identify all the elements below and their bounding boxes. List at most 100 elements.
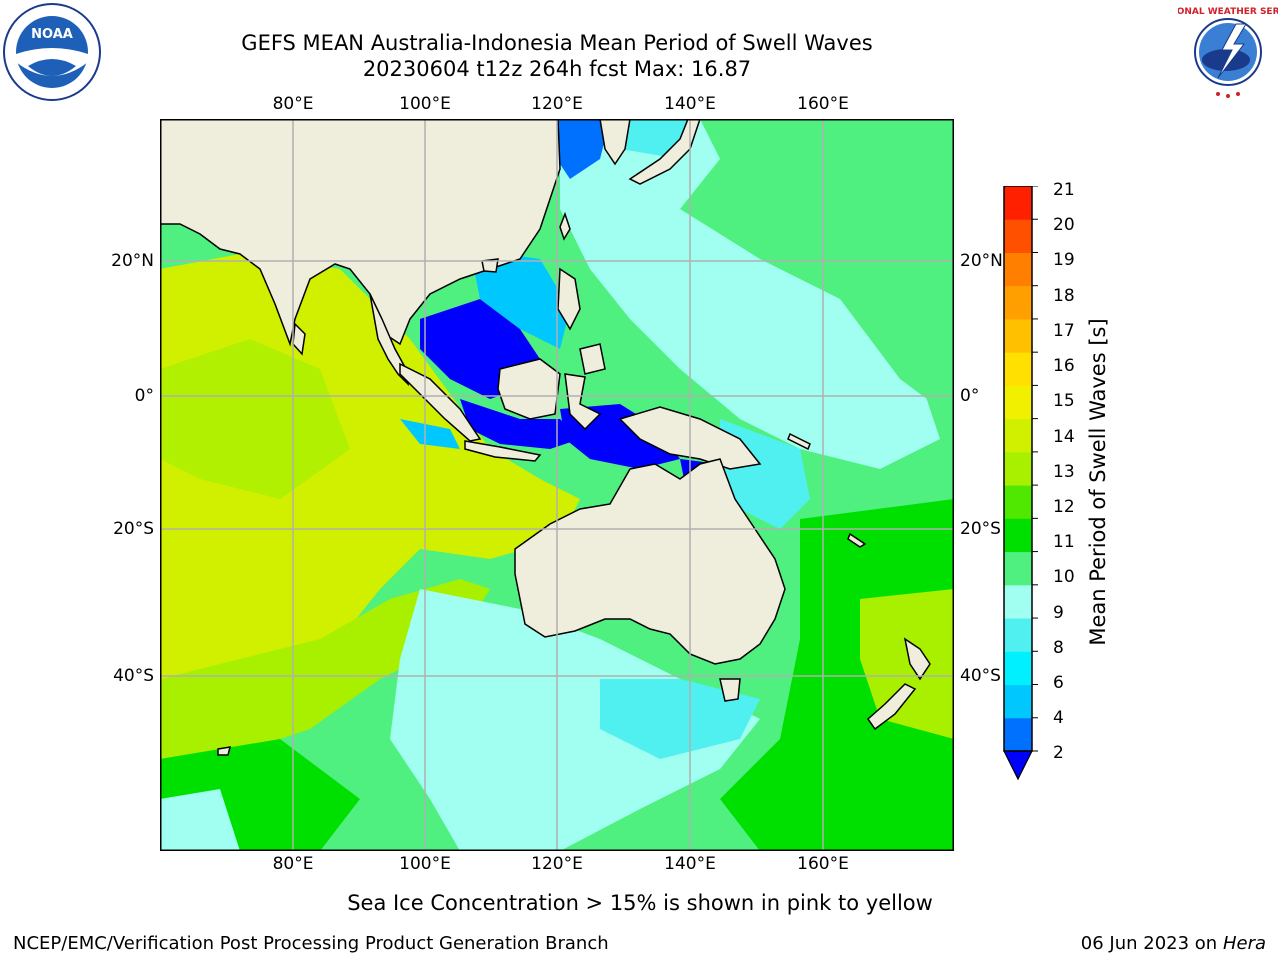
colorbar-tick: 12 — [1053, 497, 1075, 517]
colorbar-segment — [1004, 518, 1032, 553]
land-new-caledonia — [847, 532, 867, 548]
colorbar-label: Mean Period of Swell Waves [s] — [1086, 318, 1110, 646]
lon-label-bottom: 140°E — [664, 854, 716, 874]
colorbar-tick: 18 — [1053, 286, 1075, 306]
map-frame — [160, 119, 954, 851]
colorbar-segment — [1004, 385, 1032, 420]
colorbar-tick: 20 — [1053, 215, 1075, 235]
lat-label-left: 20°S — [113, 519, 154, 539]
lat-label-left: 40°S — [113, 666, 154, 686]
lon-label-bottom: 120°E — [531, 854, 583, 874]
land-new-zealand-south — [867, 683, 917, 731]
swell-period-map — [160, 119, 954, 851]
lat-label-left: 20°N — [111, 251, 154, 271]
field-blue-zone — [545, 119, 610, 179]
lon-label-top: 80°E — [272, 94, 314, 114]
land-sumatra — [399, 362, 482, 442]
colorbar-tick: 9 — [1053, 603, 1064, 623]
lon-label-bottom: 80°E — [272, 854, 314, 874]
lon-label-top: 140°E — [664, 94, 716, 114]
land-mindanao — [579, 343, 606, 375]
colorbar-tick: 2 — [1053, 743, 1064, 763]
colorbar-tick: 4 — [1053, 708, 1064, 728]
colorbar-segment — [1004, 186, 1032, 220]
lon-label-bottom: 100°E — [399, 854, 451, 874]
field-green-zone — [160, 339, 350, 499]
colorbar-segment — [1004, 717, 1032, 752]
colorbar-tick: 17 — [1053, 321, 1075, 341]
colorbar-tick: 8 — [1053, 638, 1064, 658]
lat-label-left: 0° — [134, 386, 154, 406]
land-solomon — [787, 432, 811, 451]
land-new-zealand-north — [903, 637, 931, 681]
colorbar-frame — [1003, 186, 1033, 752]
colorbar-tick: 16 — [1053, 356, 1075, 376]
land-luzon — [557, 267, 581, 331]
colorbar-segment — [1004, 551, 1032, 586]
colorbar-segment — [1004, 352, 1032, 386]
credit-line: NCEP/EMC/Verification Post Processing Pr… — [13, 933, 609, 954]
nws-logo-text: NATIONAL WEATHER SERVICE — [1178, 7, 1278, 17]
lat-label-right: 40°S — [960, 666, 1001, 686]
lat-label-right: 20°N — [960, 251, 1003, 271]
nws-logo: NATIONAL WEATHER SERVICE — [1178, 5, 1278, 99]
land-australia — [514, 458, 786, 665]
field-green-zone — [720, 119, 954, 419]
lon-label-top: 100°E — [399, 94, 451, 114]
colorbar-tick: 14 — [1053, 427, 1075, 447]
colorbar-tick: 19 — [1053, 250, 1075, 270]
colorbar-segment — [1004, 318, 1032, 353]
colorbar — [1003, 186, 1038, 781]
land-japan — [628, 119, 701, 185]
colorbar-segment — [1004, 418, 1032, 453]
field-yellowgreen-zone — [860, 589, 954, 739]
lat-label-right: 20°S — [960, 519, 1001, 539]
run-date-text: 06 Jun 2023 on — [1080, 933, 1218, 954]
run-machine: Hera — [1222, 933, 1266, 954]
colorbar-segment — [1004, 252, 1032, 287]
colorbar-segment — [1004, 651, 1032, 686]
colorbar-tick: 11 — [1053, 532, 1075, 552]
land-hainan — [481, 258, 499, 273]
colorbar-segment — [1004, 684, 1032, 719]
run-date: 06 Jun 2023 on Hera — [1081, 933, 1266, 954]
colorbar-tick: 13 — [1053, 462, 1075, 482]
land-taiwan — [559, 211, 571, 241]
field-yellowgreen-zone — [160, 579, 490, 769]
field-darkblue-zone — [460, 399, 580, 449]
colorbar-segment — [1004, 451, 1032, 486]
field-blue-zone — [400, 419, 460, 449]
land-tasmania — [719, 678, 741, 702]
sea-ice-note: Sea Ice Concentration > 15% is shown in … — [347, 891, 933, 915]
land-sulawesi — [564, 373, 602, 431]
land-borneo — [497, 358, 561, 420]
colorbar-segment — [1004, 219, 1032, 253]
lon-label-top: 160°E — [797, 94, 849, 114]
colorbar-segment — [1004, 618, 1032, 652]
land-asia — [160, 119, 561, 347]
field-cyan-zone — [600, 679, 760, 759]
land-java — [464, 440, 542, 462]
field-lightblue-zone — [160, 789, 240, 851]
field-green-zone — [720, 499, 954, 851]
land-korea — [599, 119, 631, 166]
colorbar-tick: 6 — [1053, 673, 1064, 693]
colorbar-segment — [1004, 584, 1032, 619]
land-kerguelen — [217, 746, 232, 756]
field-lightblue-zone — [560, 119, 940, 469]
colorbar-tick: 10 — [1053, 567, 1075, 587]
lon-label-bottom: 160°E — [797, 854, 849, 874]
lon-label-top: 120°E — [531, 94, 583, 114]
colorbar-under-arrow — [1003, 750, 1033, 781]
noaa-logo-text: NOAA — [31, 27, 73, 42]
field-lightblue-zone — [390, 589, 760, 851]
noaa-logo: NOAA — [3, 3, 101, 101]
chart-subtitle: 20230604 t12z 264h fcst Max: 16.87 — [362, 57, 752, 81]
colorbar-tick: 21 — [1053, 180, 1075, 200]
colorbar-tick: 15 — [1053, 391, 1075, 411]
colorbar-segment — [1004, 485, 1032, 519]
chart-title: GEFS MEAN Australia-Indonesia Mean Perio… — [241, 31, 873, 55]
field-blue-zone — [470, 249, 570, 349]
colorbar-segment — [1004, 285, 1032, 320]
lat-label-right: 0° — [960, 386, 980, 406]
